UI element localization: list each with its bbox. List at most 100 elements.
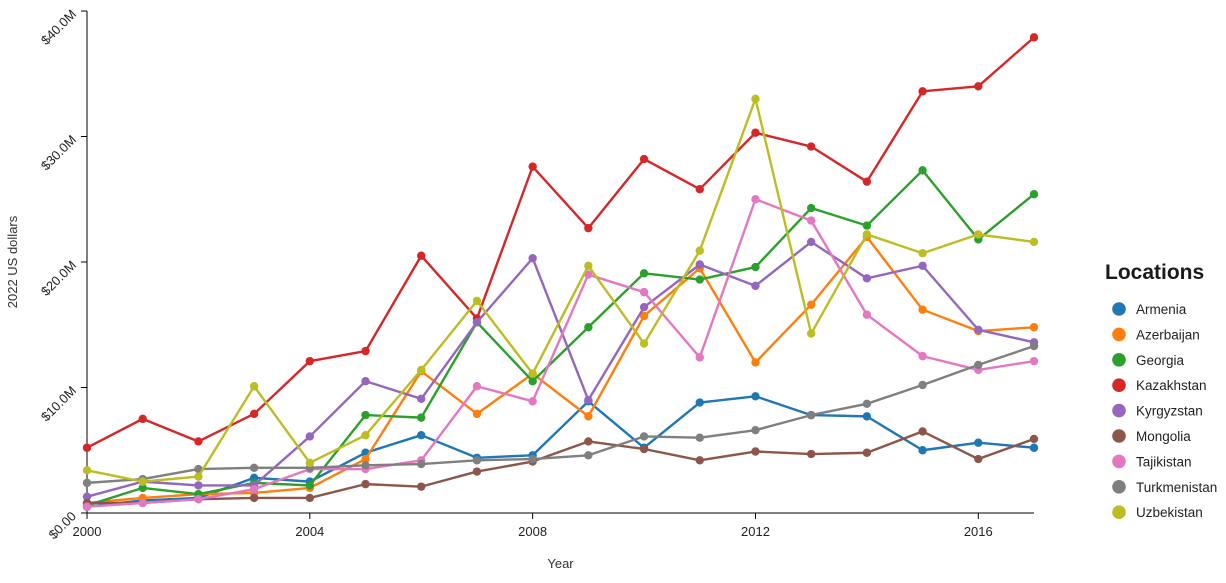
data-point[interactable] bbox=[862, 448, 872, 457]
data-point[interactable] bbox=[361, 461, 370, 470]
legend-item-azerbaijan[interactable]: Azerbaijan bbox=[1112, 327, 1200, 342]
data-point[interactable] bbox=[806, 329, 816, 338]
data-point[interactable] bbox=[472, 467, 482, 476]
data-point[interactable] bbox=[918, 446, 927, 455]
data-point[interactable] bbox=[806, 449, 816, 459]
data-point[interactable] bbox=[806, 203, 816, 213]
data-point[interactable] bbox=[305, 481, 315, 490]
data-point[interactable] bbox=[695, 398, 704, 407]
data-point[interactable] bbox=[361, 410, 370, 420]
data-point[interactable] bbox=[639, 432, 649, 441]
data-point[interactable] bbox=[806, 216, 816, 225]
data-point[interactable] bbox=[472, 456, 482, 465]
data-point[interactable] bbox=[695, 185, 704, 194]
data-point[interactable] bbox=[472, 409, 482, 419]
data-point[interactable] bbox=[472, 296, 482, 306]
data-point[interactable] bbox=[751, 392, 760, 401]
data-point[interactable] bbox=[862, 310, 872, 319]
data-point[interactable] bbox=[918, 380, 927, 390]
data-point[interactable] bbox=[417, 430, 426, 440]
data-point[interactable] bbox=[1029, 443, 1039, 452]
data-point[interactable] bbox=[1029, 434, 1039, 444]
data-point[interactable] bbox=[138, 483, 147, 493]
data-point[interactable] bbox=[1029, 341, 1039, 351]
data-point[interactable] bbox=[1029, 237, 1039, 247]
data-point[interactable] bbox=[806, 237, 816, 247]
data-point[interactable] bbox=[806, 300, 816, 309]
data-point[interactable] bbox=[584, 412, 593, 421]
data-point[interactable] bbox=[751, 281, 760, 291]
data-point[interactable] bbox=[82, 492, 92, 501]
data-point[interactable] bbox=[305, 432, 315, 441]
data-point[interactable] bbox=[82, 478, 92, 488]
data-point[interactable] bbox=[138, 498, 147, 508]
data-point[interactable] bbox=[639, 311, 649, 321]
data-point[interactable] bbox=[417, 482, 426, 491]
legend-item-uzbekistan[interactable]: Uzbekistan bbox=[1112, 505, 1203, 520]
legend-item-kazakhstan[interactable]: Kazakhstan bbox=[1112, 378, 1207, 393]
legend-item-kyrgyzstan[interactable]: Kyrgyzstan bbox=[1112, 404, 1203, 419]
data-point[interactable] bbox=[639, 444, 649, 454]
data-point[interactable] bbox=[249, 463, 259, 473]
data-point[interactable] bbox=[138, 477, 147, 486]
data-point[interactable] bbox=[862, 412, 872, 421]
data-point[interactable] bbox=[751, 94, 760, 104]
data-point[interactable] bbox=[974, 438, 983, 447]
data-point[interactable] bbox=[862, 177, 872, 186]
data-point[interactable] bbox=[639, 339, 649, 348]
data-point[interactable] bbox=[639, 154, 649, 164]
data-point[interactable] bbox=[528, 369, 537, 378]
data-point[interactable] bbox=[361, 454, 370, 464]
data-point[interactable] bbox=[528, 454, 537, 464]
data-point[interactable] bbox=[305, 493, 315, 503]
data-point[interactable] bbox=[862, 274, 872, 283]
data-point[interactable] bbox=[918, 166, 927, 175]
data-point[interactable] bbox=[361, 346, 370, 356]
data-point[interactable] bbox=[249, 484, 259, 494]
data-point[interactable] bbox=[695, 456, 704, 465]
data-point[interactable] bbox=[194, 494, 203, 504]
data-point[interactable] bbox=[584, 437, 593, 446]
data-point[interactable] bbox=[417, 413, 426, 422]
data-point[interactable] bbox=[918, 261, 927, 270]
data-point[interactable] bbox=[806, 410, 816, 420]
data-point[interactable] bbox=[974, 454, 983, 464]
data-point[interactable] bbox=[138, 414, 147, 424]
data-point[interactable] bbox=[974, 325, 983, 334]
data-point[interactable] bbox=[751, 358, 760, 367]
data-point[interactable] bbox=[305, 458, 315, 467]
data-point[interactable] bbox=[862, 399, 872, 409]
data-point[interactable] bbox=[1029, 33, 1039, 42]
data-point[interactable] bbox=[417, 459, 426, 469]
data-point[interactable] bbox=[639, 269, 649, 278]
data-point[interactable] bbox=[639, 302, 649, 312]
data-point[interactable] bbox=[472, 382, 482, 391]
data-point[interactable] bbox=[695, 275, 704, 284]
data-point[interactable] bbox=[584, 261, 593, 270]
data-point[interactable] bbox=[1029, 356, 1039, 366]
data-point[interactable] bbox=[806, 142, 816, 151]
data-point[interactable] bbox=[862, 221, 872, 230]
data-point[interactable] bbox=[751, 262, 760, 272]
data-point[interactable] bbox=[751, 128, 760, 137]
data-point[interactable] bbox=[584, 223, 593, 233]
data-point[interactable] bbox=[472, 318, 482, 327]
data-point[interactable] bbox=[249, 409, 259, 419]
data-point[interactable] bbox=[417, 365, 426, 375]
data-point[interactable] bbox=[82, 466, 92, 475]
data-point[interactable] bbox=[918, 351, 927, 361]
data-point[interactable] bbox=[194, 481, 203, 490]
data-point[interactable] bbox=[695, 246, 704, 255]
data-point[interactable] bbox=[584, 395, 593, 405]
data-point[interactable] bbox=[194, 472, 203, 481]
data-point[interactable] bbox=[1029, 323, 1039, 332]
data-point[interactable] bbox=[918, 87, 927, 96]
legend-item-mongolia[interactable]: Mongolia bbox=[1112, 429, 1191, 444]
data-point[interactable] bbox=[974, 230, 983, 239]
data-point[interactable] bbox=[751, 425, 760, 435]
data-point[interactable] bbox=[305, 356, 315, 366]
data-point[interactable] bbox=[528, 377, 537, 386]
data-point[interactable] bbox=[974, 82, 983, 91]
data-point[interactable] bbox=[361, 430, 370, 440]
data-point[interactable] bbox=[974, 360, 983, 370]
